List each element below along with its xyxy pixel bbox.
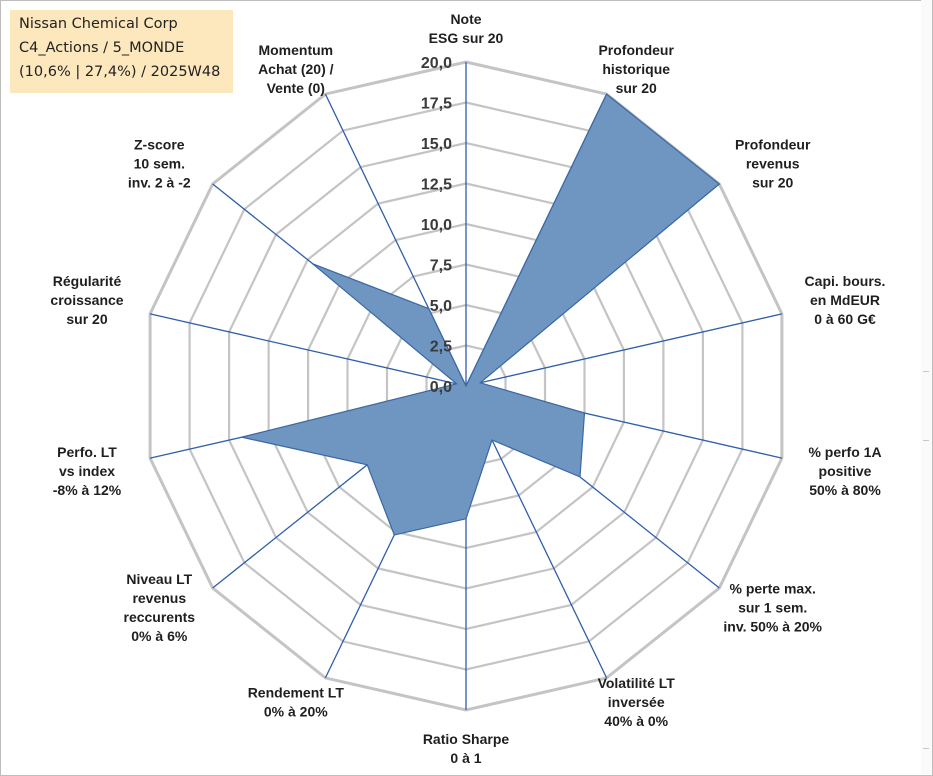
radial-tick-labels: 0,0 2,5 5,0 7,5 10,0 12,5 15,0 17,5 20,0 <box>421 55 452 396</box>
axis-label-line: historique <box>602 61 670 77</box>
axis-label-line: inv. 50% à 20% <box>723 619 822 635</box>
axis-label-line: revenus <box>132 590 186 606</box>
axis-label: % perte max. sur 1 sem. inv. 50% à 20% <box>723 581 822 635</box>
axis-label-line: sur 20 <box>616 80 657 96</box>
axis-label-line: Profondeur <box>735 137 811 153</box>
axis-label-line: Rendement LT <box>248 684 345 700</box>
axis-label-line: revenus <box>746 156 800 172</box>
scroll-mark <box>923 748 929 749</box>
axis-label-line: Achat (20) / <box>258 61 334 77</box>
axis-label-line: Régularité <box>53 273 122 289</box>
axis-label: Régularité croissance sur 20 <box>50 273 123 327</box>
tick-label: 20,0 <box>421 55 452 72</box>
data-area <box>241 93 721 536</box>
tick-label: 5,0 <box>430 298 452 315</box>
axis-label: Profondeur revenus sur 20 <box>735 137 811 191</box>
axis-label-line: 40% à 0% <box>604 713 668 729</box>
axis-label-line: sur 20 <box>752 175 793 191</box>
axis-label-line: 0% à 6% <box>131 628 188 644</box>
scroll-mark <box>923 371 929 372</box>
axis-label-line: Vente (0) <box>267 80 325 96</box>
axis-label-line: Momentum <box>258 42 333 58</box>
axis-label-line: Volatilité LT <box>598 675 676 691</box>
performance-week: (10,6% | 27,4%) / 2025W48 <box>19 64 221 80</box>
axis-label-line: vs index <box>59 463 115 479</box>
axis-label: Z-score 10 sem. inv. 2 à -2 <box>128 137 191 191</box>
axis-label: Perfo. LT vs index -8% à 12% <box>53 444 122 498</box>
axis-label-line: positive <box>819 463 872 479</box>
axis-label-line: 0 à 60 G€ <box>814 311 876 327</box>
axis-label: Profondeur historique sur 20 <box>598 42 674 96</box>
tick-label: 17,5 <box>421 96 452 113</box>
axis-label-line: inv. 2 à -2 <box>128 175 191 191</box>
axis-label-line: % perte max. <box>730 581 816 597</box>
axis-labels: Note ESG sur 20 Profondeur historique sur 20… <box>50 11 885 766</box>
axis-label-line: -8% à 12% <box>53 482 122 498</box>
portfolio-category: C4_Actions / 5_MONDE <box>19 40 185 56</box>
axis-label: Niveau LT revenus reccurents 0% à 6% <box>124 571 196 644</box>
tick-label: 15,0 <box>421 136 452 153</box>
axis-label-line: Note <box>450 11 481 27</box>
axis-label-line: Perfo. LT <box>57 444 117 460</box>
axis-label-line: 0% à 20% <box>264 703 328 719</box>
axis-label-line: sur 1 sem. <box>738 600 807 616</box>
axis-label: Rendement LT 0% à 20% <box>248 684 345 719</box>
axis-label-line: 10 sem. <box>134 156 185 172</box>
tick-label: 0,0 <box>430 379 452 396</box>
scroll-mark <box>923 440 929 441</box>
axis-label-line: Niveau LT <box>126 571 192 587</box>
axis-spoke <box>465 313 783 387</box>
axis-label-line: Ratio Sharpe <box>423 731 510 747</box>
company-name: Nissan Chemical Corp <box>19 16 178 32</box>
axis-label: Momentum Achat (20) / Vente (0) <box>258 42 334 96</box>
radar-series <box>241 93 721 536</box>
axis-label-line: Profondeur <box>598 42 674 58</box>
axis-label-line: sur 20 <box>66 311 107 327</box>
axis-label: Note ESG sur 20 <box>429 11 504 46</box>
axis-label-line: 50% à 80% <box>809 482 881 498</box>
tick-label: 12,5 <box>421 177 452 194</box>
axis-label-line: croissance <box>50 292 123 308</box>
tick-label: 10,0 <box>421 217 452 234</box>
axis-label-line: en MdEUR <box>810 292 880 308</box>
axis-label-line: % perfo 1A <box>808 444 881 460</box>
axis-label-line: inversée <box>608 694 665 710</box>
tick-label: 2,5 <box>430 339 452 356</box>
axis-label-line: ESG sur 20 <box>429 30 504 46</box>
axis-label-line: reccurents <box>124 609 196 625</box>
vertical-scrollbar[interactable] <box>921 0 932 774</box>
axis-label-line: Z-score <box>134 137 185 153</box>
title-box: Nissan Chemical Corp C4_Actions / 5_MOND… <box>10 10 233 93</box>
axis-spoke <box>149 313 467 387</box>
axis-label: Volatilité LT inversée 40% à 0% <box>598 675 676 729</box>
axis-label-line: 0 à 1 <box>450 750 481 766</box>
axis-label: Ratio Sharpe 0 à 1 <box>423 731 510 766</box>
axis-label: Capi. bours. en MdEUR 0 à 60 G€ <box>805 273 886 327</box>
axis-label: % perfo 1A positive 50% à 80% <box>808 444 881 498</box>
tick-label: 7,5 <box>430 258 452 275</box>
axis-label-line: Capi. bours. <box>805 273 886 289</box>
